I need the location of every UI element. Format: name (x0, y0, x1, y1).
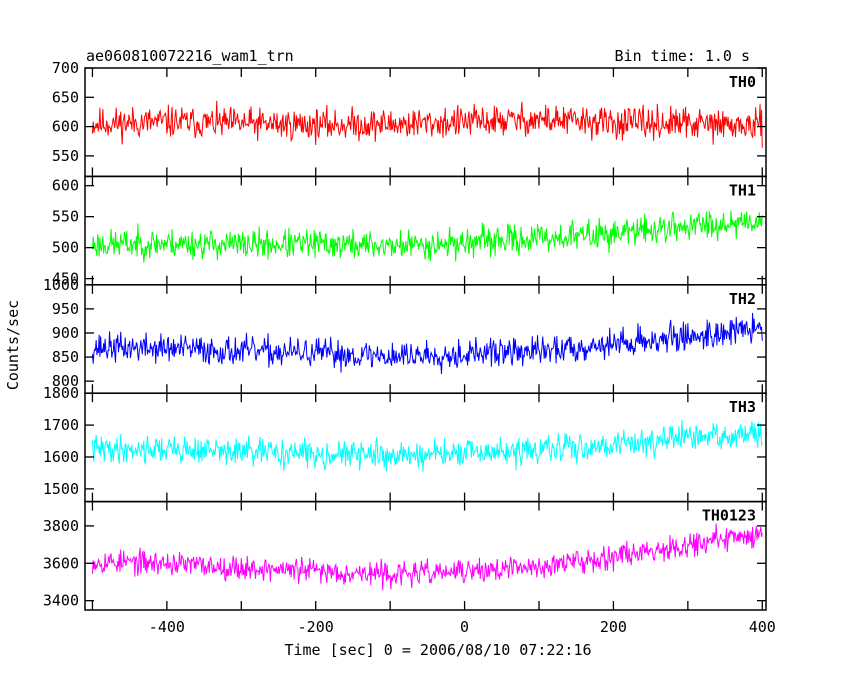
series-th1 (91, 210, 763, 263)
y-tick-label: 1000 (43, 276, 79, 294)
y-tick-label: 600 (52, 118, 79, 136)
panel-label: TH2 (729, 290, 756, 308)
y-tick-label: 500 (52, 239, 79, 257)
y-tick-label: 600 (52, 177, 79, 195)
panel-label: TH0 (729, 73, 756, 91)
y-tick-label: 650 (52, 88, 79, 106)
y-tick-label: 3600 (43, 554, 79, 572)
panel-label: TH1 (729, 181, 756, 199)
x-axis-label: Time [sec] 0 = 2006/08/10 07:22:16 (284, 641, 591, 659)
chart-title: ae060810072216_wam1_trn (86, 47, 294, 65)
panels-group: 550 600 650 700 TH0 450 500 550 600 TH1 800 850 900 9… (43, 59, 776, 636)
series-th3 (91, 419, 763, 472)
y-tick-label: 3800 (43, 517, 79, 535)
x-tick-label: -400 (149, 618, 185, 636)
panel-label: TH0123 (702, 507, 756, 525)
series-th2 (91, 312, 763, 375)
y-tick-label: 3400 (43, 592, 79, 610)
panel-label: TH3 (729, 398, 756, 416)
y-tick-label: 450 (52, 270, 79, 288)
y-tick-label: 1600 (43, 448, 79, 466)
y-tick-label: 850 (52, 348, 79, 366)
bin-time-label: Bin time: 1.0 s (615, 47, 750, 65)
y-tick-label: 950 (52, 300, 79, 318)
x-tick-label: 0 (460, 618, 469, 636)
y-tick-label: 1500 (43, 480, 79, 498)
x-tick-label: 200 (600, 618, 627, 636)
series-th0123 (91, 523, 763, 591)
y-tick-label: 900 (52, 324, 79, 342)
y-tick-label: 800 (52, 372, 79, 390)
panel-frame (84, 175, 767, 286)
y-tick-label: 700 (52, 59, 79, 77)
panel-frame (84, 500, 767, 611)
x-tick-label: 400 (749, 618, 776, 636)
series-th0 (91, 100, 763, 148)
y-tick-label: 1800 (43, 384, 79, 402)
y-axis-label: Counts/sec (4, 300, 22, 390)
x-tick-label: -200 (298, 618, 334, 636)
y-tick-label: 550 (52, 208, 79, 226)
y-tick-label: 1700 (43, 416, 79, 434)
y-tick-label: 550 (52, 147, 79, 165)
